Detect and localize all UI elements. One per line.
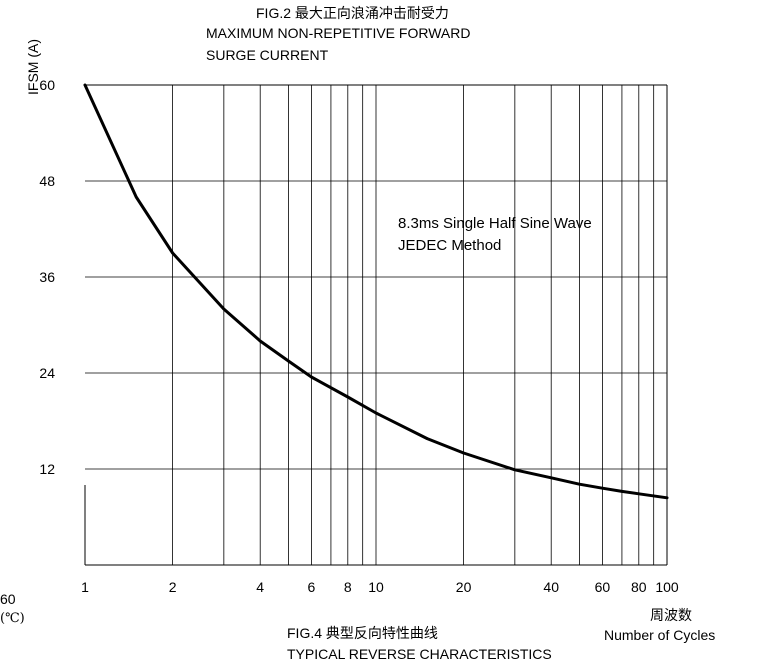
data-point-0-8	[374, 411, 378, 415]
data-point-0-16	[637, 492, 641, 496]
x-tick-label-8: 8	[344, 579, 352, 595]
data-point-0-6	[310, 375, 313, 379]
x-axis-label: Number of Cycles	[604, 627, 716, 643]
data-point-0-0	[83, 83, 87, 87]
data-point-0-3	[222, 307, 226, 311]
y-tick-label-60: 60	[39, 77, 55, 93]
data-point-0-5	[287, 359, 290, 363]
data-point-0-17	[665, 496, 669, 500]
chart-title-line2: MAXIMUM NON-REPETITIVE FORWARD	[206, 25, 471, 41]
x-axis-unit-cn: 周波数	[650, 608, 692, 624]
data-point-0-14	[601, 486, 604, 490]
y-tick-label-24: 24	[39, 365, 55, 381]
data-point-0-13	[578, 482, 581, 486]
x-tick-label-40: 40	[543, 579, 559, 595]
fig4-title: FIG.4 典型反向特性曲线	[287, 625, 438, 641]
data-point-0-12	[549, 476, 553, 480]
fig4-subtitle: TYPICAL REVERSE CHARACTERISTICS	[287, 646, 552, 662]
x-tick-label-60: 60	[595, 579, 611, 595]
annotation-method: JEDEC Method	[398, 237, 502, 254]
data-point-0-11	[513, 468, 517, 472]
data-point-0-7	[346, 395, 350, 399]
x-tick-label-2: 2	[169, 579, 177, 595]
x-tick-label-80: 80	[631, 579, 647, 595]
annotation-waveform: 8.3ms Single Half Sine Wave	[398, 215, 592, 232]
x-tick-label-1: 1	[81, 579, 89, 595]
grid-layer	[85, 85, 667, 565]
data-point-0-4	[258, 339, 262, 343]
y-tick-label-12: 12	[39, 461, 55, 477]
series-layer	[83, 83, 669, 500]
y-tick-label-36: 36	[39, 269, 55, 285]
series-line-0	[83, 83, 669, 500]
left-fragment-value: 60	[0, 591, 16, 607]
data-point-0-15	[620, 490, 624, 493]
data-point-0-10	[462, 451, 465, 455]
x-tick-label-100: 100	[655, 579, 679, 595]
chart-title-line1: FIG.2 最大正向浪涌冲击耐受力	[256, 5, 449, 21]
left-fragment-unit: (℃)	[0, 611, 25, 626]
y-tick-label-48: 48	[39, 173, 55, 189]
data-point-0-9	[425, 437, 429, 440]
x-tick-label-4: 4	[256, 579, 264, 595]
x-tick-label-10: 10	[368, 579, 384, 595]
data-point-0-1	[134, 195, 138, 199]
x-tick-label-6: 6	[308, 579, 316, 595]
chart-title-line3: SURGE CURRENT	[206, 47, 329, 63]
data-point-0-2	[171, 251, 174, 255]
x-tick-label-20: 20	[456, 579, 472, 595]
axis-layer	[84, 84, 668, 566]
